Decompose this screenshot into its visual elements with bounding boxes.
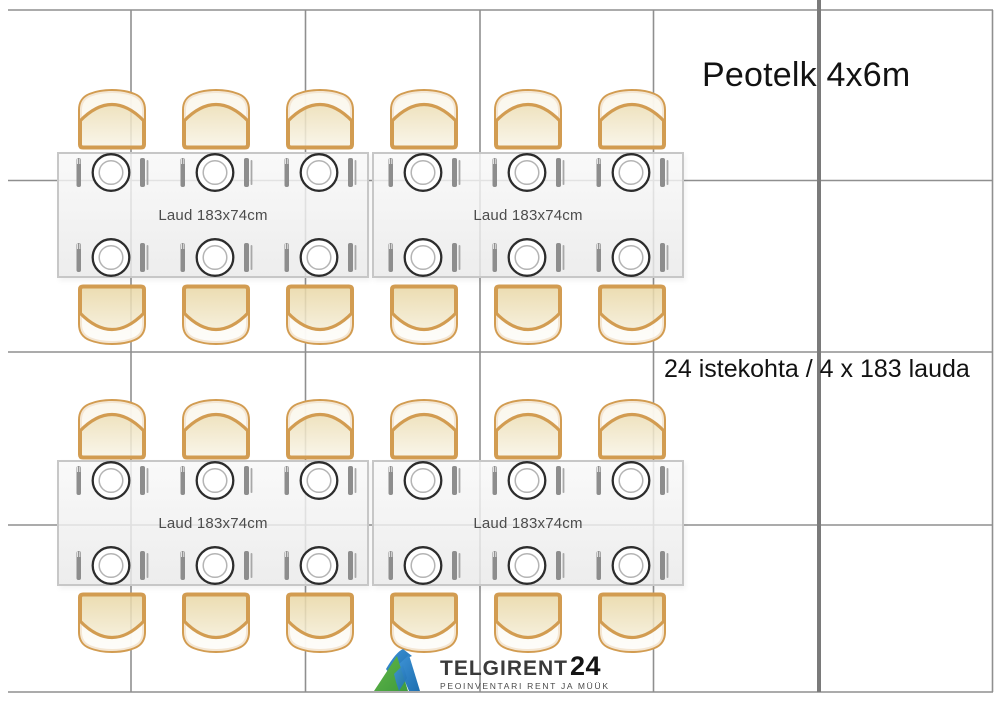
chair-icon [390,284,458,345]
logo-brand-number: 24 [570,651,602,681]
place-setting-icon [595,461,670,500]
place-setting-icon [491,238,566,277]
chair-icon [78,399,146,460]
place-setting-icon [595,546,670,585]
place-setting-icon [75,238,150,277]
capacity-note: 24 istekohta / 4 x 183 lauda [664,355,970,383]
place-setting-icon [283,546,358,585]
logo: TELGIRENT 24 PEOINVENTARI RENT JA MÜÜK [372,648,610,694]
chair-icon [78,284,146,345]
place-setting-icon [179,238,254,277]
chair-icon [494,592,562,653]
place-setting-icon [283,238,358,277]
place-setting-icon [595,153,670,192]
chair-icon [286,284,354,345]
plan-title: Peotelk 4x6m [702,56,911,94]
logo-brand: TELGIRENT [440,657,568,680]
place-setting-icon [179,461,254,500]
place-setting-icon [75,546,150,585]
chair-icon [182,284,250,345]
place-setting-icon [75,153,150,192]
chair-icon [390,89,458,150]
chair-icon [78,592,146,653]
logo-tagline: PEOINVENTARI RENT JA MÜÜK [440,681,610,691]
place-setting-icon [179,546,254,585]
place-setting-icon [491,153,566,192]
place-setting-icon [283,461,358,500]
chair-icon [598,399,666,460]
table-size-label: Laud 183x74cm [158,514,268,532]
chair-icon [286,399,354,460]
place-setting-icon [75,461,150,500]
table-size-label: Laud 183x74cm [473,514,583,532]
place-setting-icon [387,461,462,500]
place-setting-icon [283,153,358,192]
place-setting-icon [595,238,670,277]
chair-icon [390,399,458,460]
chair-icon [598,284,666,345]
place-setting-icon [387,153,462,192]
chair-icon [598,592,666,653]
place-setting-icon [491,546,566,585]
place-setting-icon [179,153,254,192]
place-setting-icon [387,546,462,585]
chair-icon [494,89,562,150]
chair-icon [182,592,250,653]
chair-icon [598,89,666,150]
logo-text: TELGIRENT 24 PEOINVENTARI RENT JA MÜÜK [440,651,610,691]
chair-icon [390,592,458,653]
chair-icon [286,592,354,653]
table-size-label: Laud 183x74cm [473,206,583,224]
logo-mountain-icon [374,649,420,691]
chair-icon [182,89,250,150]
place-setting-icon [387,238,462,277]
chair-icon [494,399,562,460]
chair-icon [494,284,562,345]
place-setting-icon [491,461,566,500]
table-size-label: Laud 183x74cm [158,206,268,224]
chair-icon [78,89,146,150]
chair-icon [182,399,250,460]
chair-icon [286,89,354,150]
